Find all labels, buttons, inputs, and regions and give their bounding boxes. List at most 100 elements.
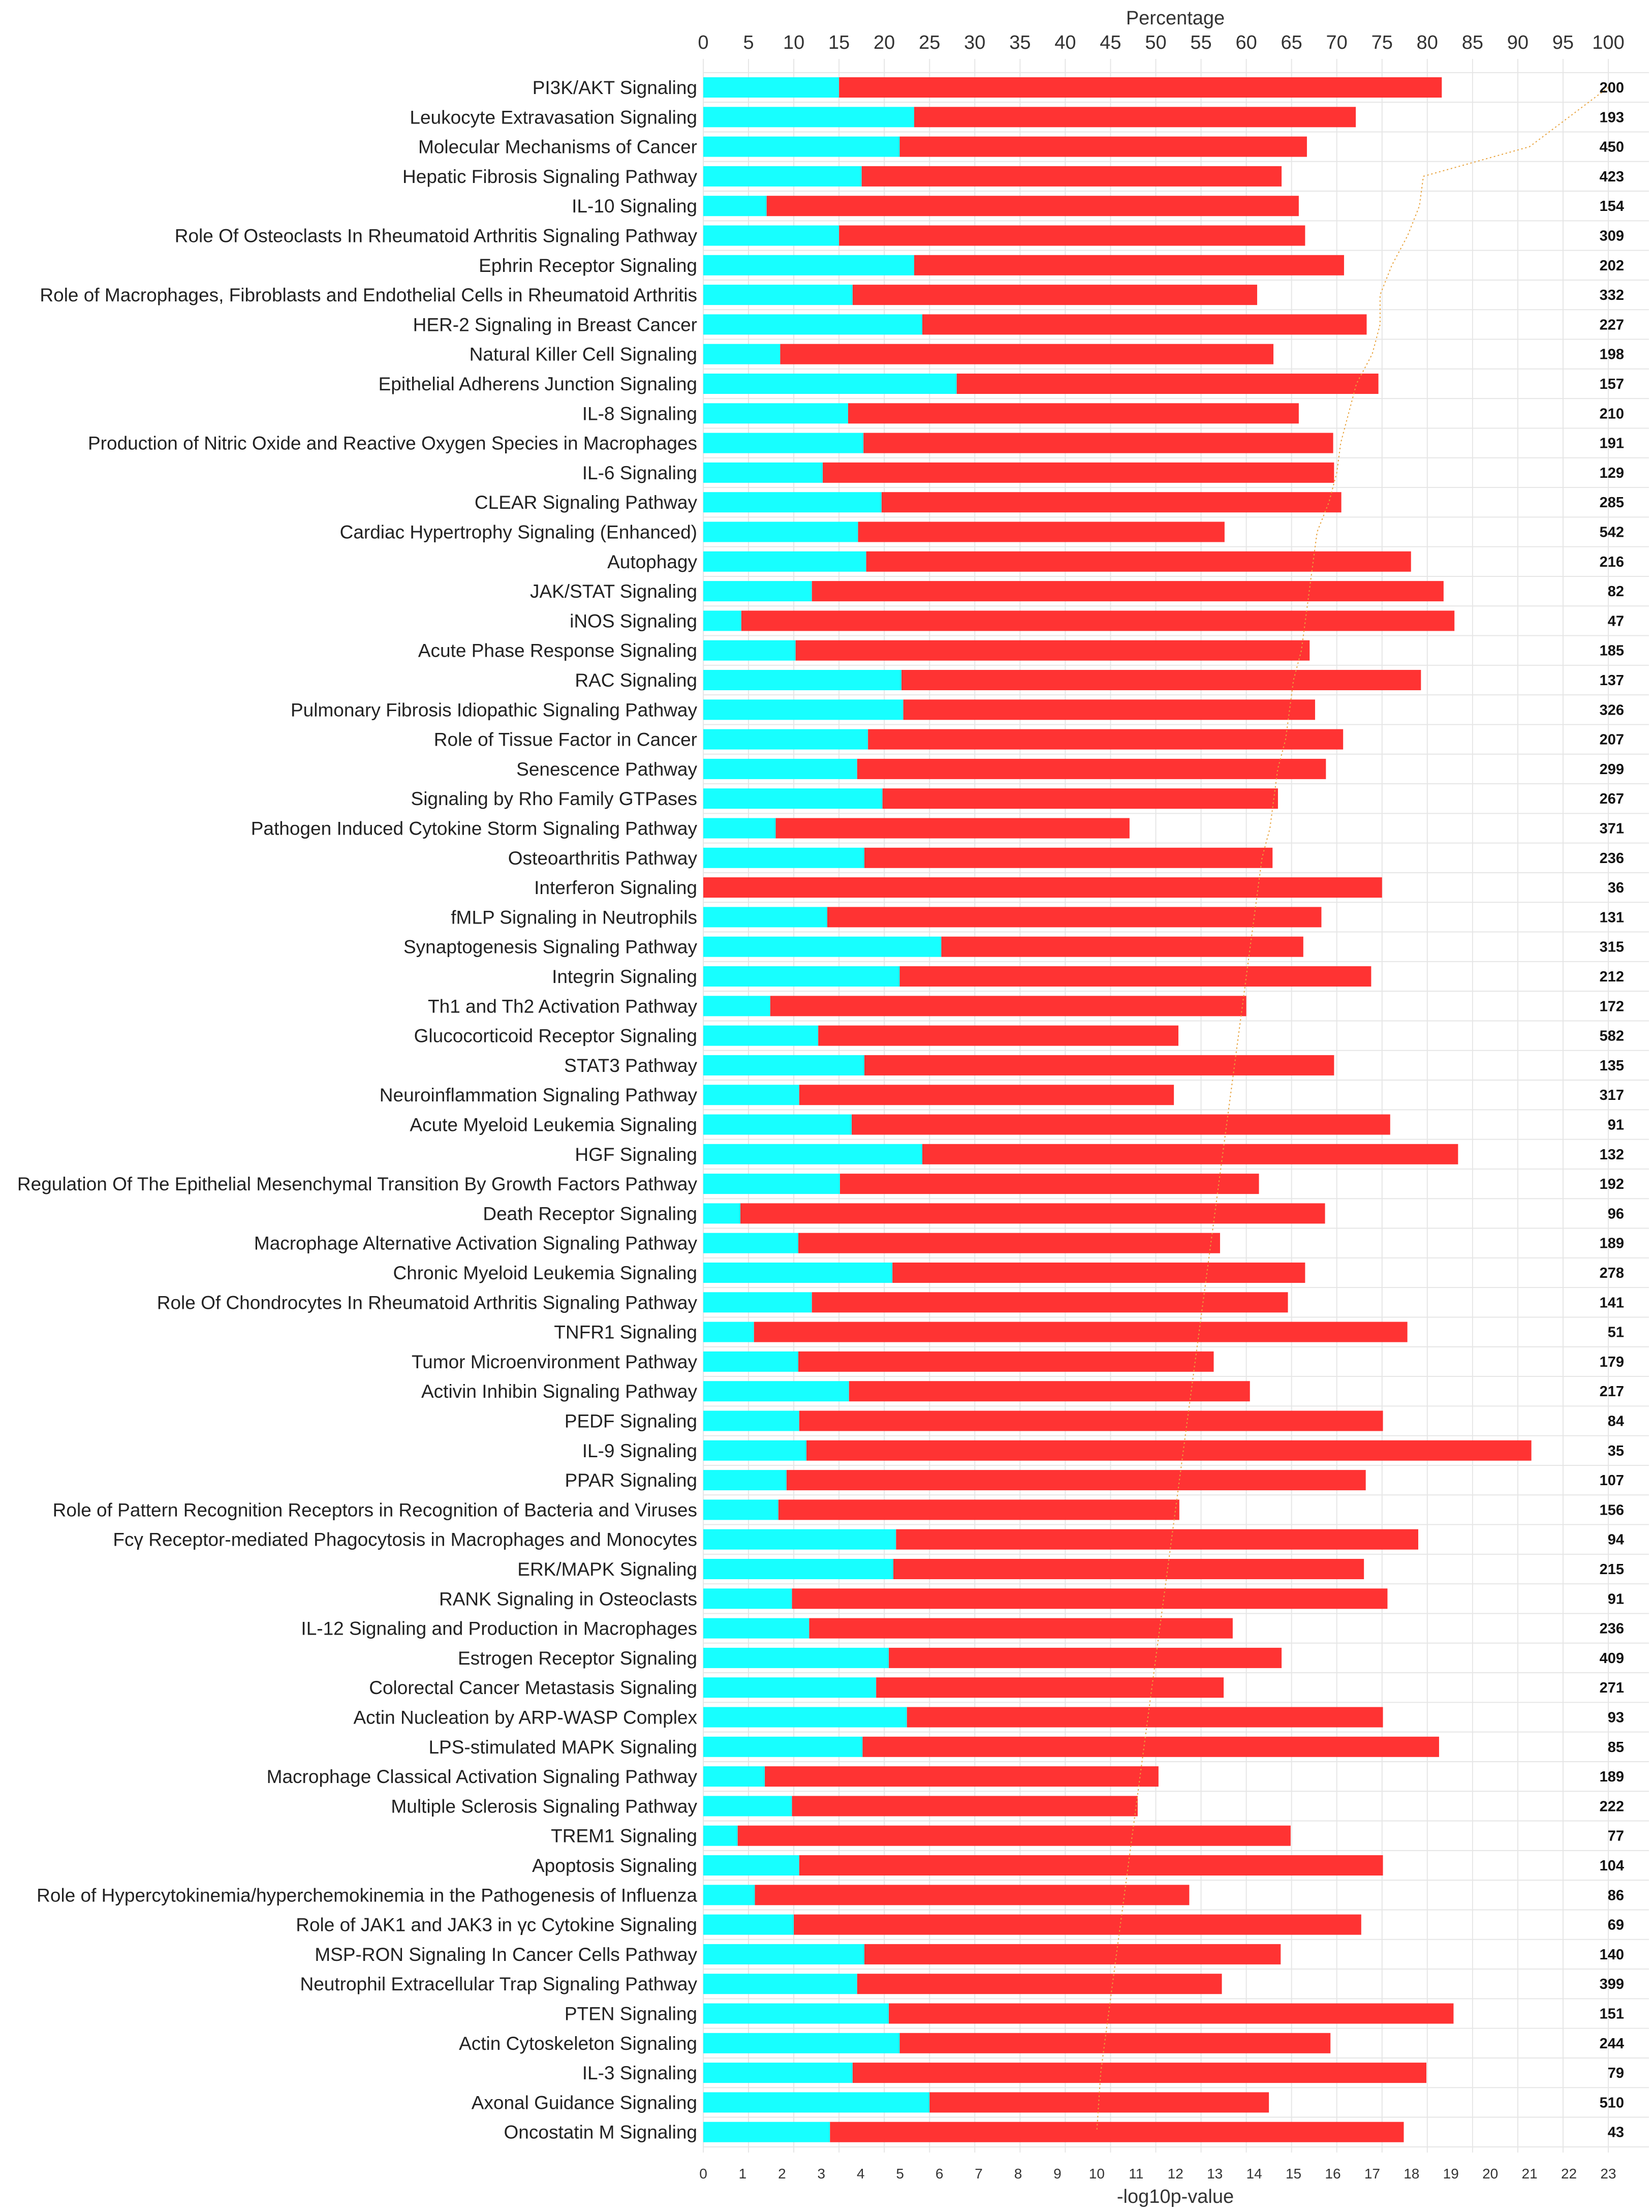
- bar-segment-red: [852, 1114, 1390, 1135]
- bar-segment-red: [780, 344, 1274, 364]
- bar-segment-cyan: [703, 1766, 765, 1787]
- bar-segment-cyan: [703, 403, 848, 424]
- bar-segment-red: [754, 1322, 1408, 1342]
- bar-segment-cyan: [703, 818, 776, 839]
- category-label: PTEN Signaling: [565, 2004, 697, 2024]
- category-label: TREM1 Signaling: [551, 1826, 697, 1847]
- category-label: LPS-stimulated MAPK Signaling: [428, 1737, 697, 1758]
- bar-segment-red: [795, 640, 1310, 661]
- top-tick-label: 95: [1552, 32, 1574, 53]
- count-label: 200: [1600, 80, 1624, 96]
- bottom-tick-label: 14: [1246, 2166, 1262, 2182]
- count-label: 399: [1600, 1976, 1624, 1992]
- bar-segment-red: [839, 225, 1305, 246]
- count-label: 84: [1608, 1414, 1624, 1430]
- bar-segment-red: [922, 314, 1367, 335]
- bar-segment-cyan: [703, 640, 796, 661]
- bottom-tick-label: 16: [1325, 2166, 1341, 2182]
- category-label: Apoptosis Signaling: [532, 1855, 697, 1876]
- bottom-tick-label: 23: [1600, 2166, 1616, 2182]
- bottom-tick-label: 0: [699, 2166, 707, 2182]
- bar-segment-red: [876, 1677, 1224, 1698]
- count-label: 91: [1608, 1591, 1624, 1607]
- category-label: PEDF Signaling: [565, 1411, 697, 1432]
- bar-segment-red: [806, 1440, 1532, 1461]
- category-label: Tumor Microenvironment Pathway: [412, 1351, 698, 1372]
- bar-segment-cyan: [703, 1618, 809, 1639]
- bar-segment-red: [956, 374, 1379, 394]
- top-tick-label: 40: [1054, 32, 1076, 53]
- count-label: 35: [1608, 1443, 1624, 1459]
- bar-segment-red: [903, 699, 1315, 720]
- bar-segment-cyan: [703, 966, 900, 987]
- bar-segment-red: [792, 1796, 1138, 1817]
- bar-segment-cyan: [703, 729, 868, 750]
- category-label: TNFR1 Signaling: [554, 1322, 697, 1343]
- bar-segment-cyan: [703, 1440, 807, 1461]
- count-label: 267: [1600, 791, 1624, 807]
- category-label: HER-2 Signaling in Breast Cancer: [413, 314, 697, 335]
- bottom-tick-label: 1: [739, 2166, 747, 2182]
- category-label: Leukocyte Extravasation Signaling: [410, 107, 697, 128]
- bar-segment-red: [862, 1736, 1439, 1757]
- category-label: Neuroinflammation Signaling Pathway: [380, 1085, 698, 1105]
- category-label: Role of Pattern Recognition Receptors in…: [53, 1499, 697, 1520]
- bar-segment-red: [848, 403, 1299, 424]
- category-label: Macrophage Alternative Activation Signal…: [254, 1233, 698, 1254]
- bar-segment-red: [882, 788, 1278, 809]
- bottom-axis: -log10p-value 0 1 2 3 4 5 6 7 8 9 10 11 12 13 14 15 16 17…: [699, 2166, 1616, 2207]
- bar-segment-red: [839, 77, 1442, 98]
- bar-segment-cyan: [703, 1855, 799, 1876]
- bar-segment-red: [765, 1766, 1159, 1787]
- category-label: Production of Nitric Oxide and Reactive …: [88, 433, 697, 454]
- count-label: 191: [1600, 436, 1624, 452]
- bar-segment-red: [823, 462, 1334, 483]
- top-tick-label: 80: [1417, 32, 1438, 53]
- count-label: 79: [1608, 2065, 1624, 2081]
- category-label: Neutrophil Extracellular Trap Signaling …: [300, 1974, 697, 1994]
- top-tick-label: 5: [743, 32, 754, 53]
- category-label: Role of JAK1 and JAK3 in γc Cytokine Sig…: [296, 1915, 697, 1936]
- bar-segment-cyan: [703, 314, 923, 335]
- bar-segment-cyan: [703, 225, 839, 246]
- bar-segment-red: [941, 936, 1303, 957]
- bar-segment-cyan: [703, 433, 864, 453]
- top-tick-label: 10: [783, 32, 804, 53]
- count-label: 96: [1608, 1206, 1624, 1222]
- category-label: Natural Killer Cell Signaling: [470, 344, 697, 365]
- bar-segment-cyan: [703, 1203, 741, 1224]
- category-label: Axonal Guidance Signaling: [472, 2092, 697, 2113]
- bar-segment-red: [852, 285, 1257, 305]
- count-label: 91: [1608, 1117, 1624, 1133]
- bar-segment-red: [737, 1825, 1291, 1846]
- bar-segment-cyan: [703, 1588, 792, 1609]
- count-label: 47: [1608, 613, 1624, 629]
- count-label: 137: [1600, 672, 1624, 689]
- bar-segment-red: [864, 1055, 1334, 1076]
- category-label: Actin Nucleation by ARP-WASP Complex: [353, 1707, 697, 1728]
- pvalue-line-layer: [1096, 87, 1609, 2132]
- category-label: STAT3 Pathway: [564, 1055, 697, 1076]
- category-label: Death Receptor Signaling: [483, 1203, 697, 1224]
- top-tick-label: 75: [1372, 32, 1393, 53]
- count-label: 140: [1600, 1947, 1624, 1963]
- bar-segment-cyan: [703, 2033, 900, 2053]
- bar-segment-cyan: [703, 1796, 792, 1817]
- bar-segment-cyan: [703, 2092, 930, 2113]
- count-labels: 200 193 450 423 154 309 202 332 227 198 157 210 191 1…: [1600, 80, 1624, 2141]
- bottom-tick-label: 20: [1482, 2166, 1498, 2182]
- bar-segment-cyan: [703, 1647, 889, 1668]
- top-tick-label: 55: [1190, 32, 1211, 53]
- bar-segment-red: [861, 166, 1282, 187]
- count-label: 77: [1608, 1828, 1624, 1845]
- bar-segment-red: [786, 1470, 1366, 1491]
- bar-segment-red: [770, 996, 1246, 1017]
- bar-segment-cyan: [703, 1944, 865, 1964]
- top-tick-label: 15: [828, 32, 850, 53]
- category-label: Estrogen Receptor Signaling: [458, 1648, 697, 1669]
- category-label: IL-10 Signaling: [572, 196, 697, 217]
- count-label: 210: [1600, 406, 1624, 422]
- bar-segment-red: [818, 1025, 1179, 1046]
- category-label: Role of Macrophages, Fibroblasts and End…: [40, 285, 697, 305]
- bar-segment-red: [812, 581, 1444, 602]
